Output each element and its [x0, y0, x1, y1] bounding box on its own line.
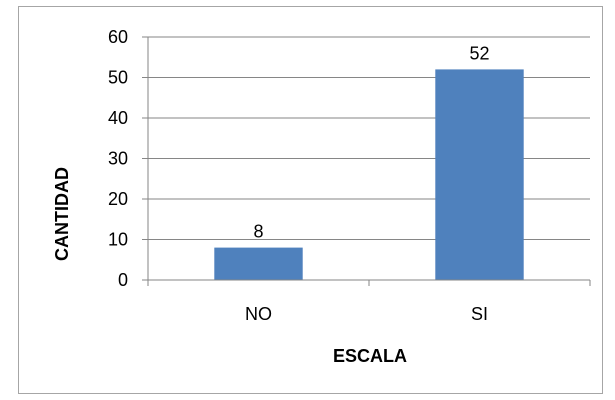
y-tick-label: 10 [108, 230, 128, 250]
axes [142, 36, 591, 286]
bars [214, 69, 524, 281]
y-tick-label: 40 [108, 108, 128, 128]
y-tick-label: 60 [108, 27, 128, 47]
labels: 0 10 20 30 40 50 60 8 NO 52 SI [108, 27, 490, 324]
bar-si [435, 69, 524, 281]
x-tick-label: SI [471, 304, 488, 324]
y-tick-label: 20 [108, 189, 128, 209]
y-tick-label: 30 [108, 149, 128, 169]
x-axis-title: ESCALA [333, 346, 407, 366]
y-tick-label: 0 [118, 270, 128, 290]
x-tick-label: NO [245, 304, 272, 324]
y-axis-title: CANTIDAD [52, 167, 72, 261]
data-label: 52 [469, 43, 489, 63]
data-label: 8 [253, 222, 263, 242]
bar-no [214, 247, 303, 280]
y-tick-label: 50 [108, 68, 128, 88]
